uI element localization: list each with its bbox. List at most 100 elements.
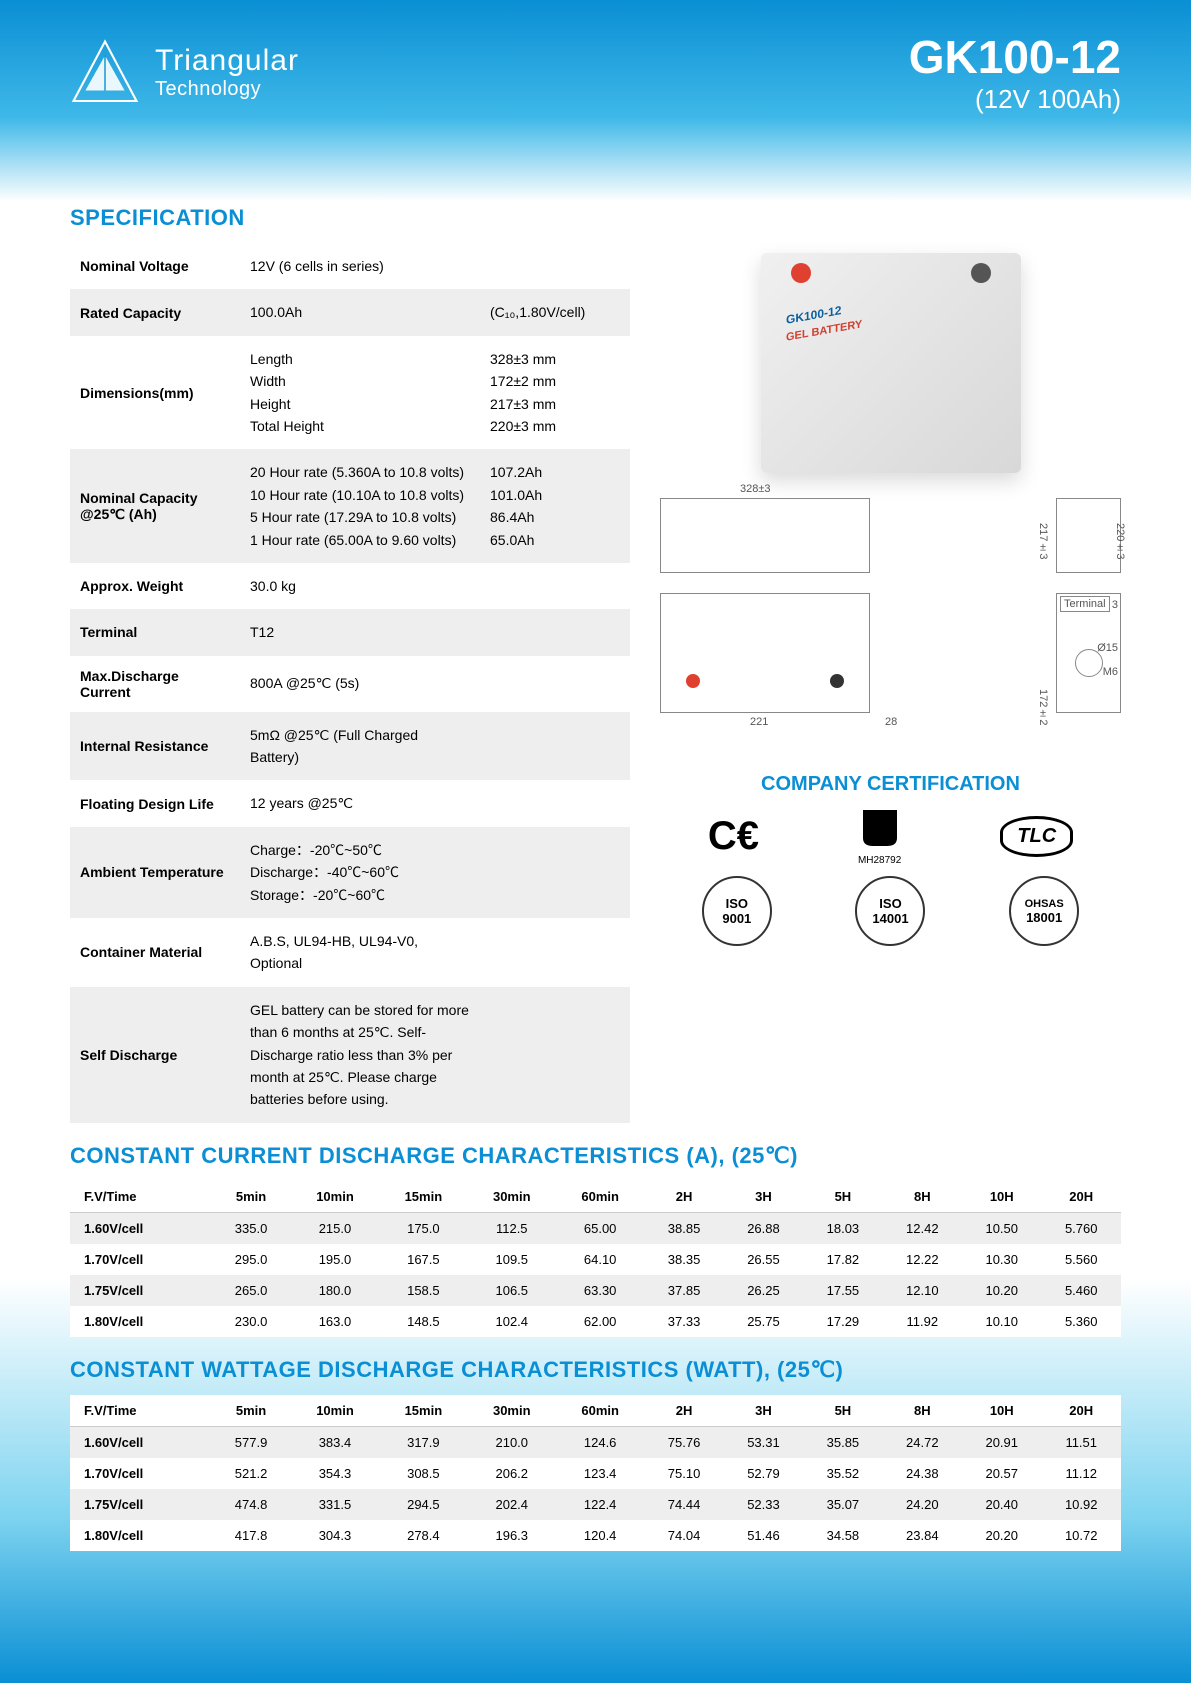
table-cell: 26.88 [724,1212,803,1244]
table-row: 1.60V/cell335.0215.0175.0112.565.0038.85… [70,1212,1121,1244]
table-header: F.V/Time [70,1395,211,1427]
spec-row: Ambient TemperatureCharge：-20℃~50℃ Disch… [70,827,630,918]
table-cell: 38.85 [644,1212,723,1244]
table-cell: 278.4 [379,1520,467,1551]
iso14001-badge: ISO 14001 [855,876,925,946]
brand-subtitle: Technology [155,78,299,101]
ul-number: MH28792 [855,855,905,866]
table-row: 1.60V/cell577.9383.4317.9210.0124.675.76… [70,1426,1121,1458]
spec-label: Nominal Capacity @25℃ (Ah) [70,449,240,563]
spec-value: 20 Hour rate (5.360A to 10.8 volts) 10 H… [240,449,480,563]
table-row: 1.75V/cell265.0180.0158.5106.563.3037.85… [70,1275,1121,1306]
table-header: 60min [556,1395,644,1427]
table-cell: 354.3 [291,1458,379,1489]
terminal-positive-icon [686,674,700,688]
table-cell: 10.20 [962,1275,1041,1306]
table-header: 10min [291,1181,379,1213]
spec-row: Internal Resistance5mΩ @25℃ (Full Charge… [70,712,630,781]
tlc-mark: TLC [1000,816,1073,857]
table-cell: 20.20 [962,1520,1041,1551]
constant-current-table: F.V/Time5min10min15min30min60min2H3H5H8H… [70,1181,1121,1337]
table-cell: 304.3 [291,1520,379,1551]
brand-block: Triangular Technology [70,38,299,108]
spec-label: Approx. Weight [70,563,240,609]
table-cell: 20.91 [962,1426,1041,1458]
spec-value2 [480,827,630,918]
table-cell: 210.0 [468,1426,556,1458]
table-cell: 196.3 [468,1520,556,1551]
model-block: GK100-12 (12V 100Ah) [909,30,1121,115]
model-number: GK100-12 [909,30,1121,84]
table-cell: 75.76 [644,1426,723,1458]
table-cell: 37.85 [644,1275,723,1306]
table-cell: 35.85 [803,1426,882,1458]
table-cell: 112.5 [468,1212,556,1244]
table-header: F.V/Time [70,1181,211,1213]
spec-label: Self Discharge [70,987,240,1123]
table-cell: 122.4 [556,1489,644,1520]
table-header: 2H [644,1181,723,1213]
spec-label: Dimensions(mm) [70,336,240,450]
table-cell: 52.33 [724,1489,803,1520]
spec-label: Floating Design Life [70,780,240,826]
table-cell: 195.0 [291,1244,379,1275]
iso9001-badge: ISO 9001 [702,876,772,946]
table-cell: 577.9 [211,1426,290,1458]
table-cell: 10.50 [962,1212,1041,1244]
table-cell: 74.44 [644,1489,723,1520]
ul-icon [855,806,905,850]
brand-name: Triangular [155,44,299,78]
table-cell: 265.0 [211,1275,290,1306]
table-cell: 51.46 [724,1520,803,1551]
dim-220: 220±3 [1114,523,1126,559]
table-cell: 10.72 [1041,1520,1121,1551]
table-cell: 5.360 [1041,1306,1121,1337]
table-cell: 5.560 [1041,1244,1121,1275]
table-cell: 26.25 [724,1275,803,1306]
table-cell: 64.10 [556,1244,644,1275]
table-cell: 10.30 [962,1244,1041,1275]
spec-label: Nominal Voltage [70,243,240,289]
table-cell: 180.0 [291,1275,379,1306]
spec-row: TerminalT12 [70,609,630,655]
table-cell: 417.8 [211,1520,290,1551]
table-cell: 38.35 [644,1244,723,1275]
table-cell: 52.79 [724,1458,803,1489]
table-header: 30min [468,1395,556,1427]
table-row: 1.75V/cell474.8331.5294.5202.4122.474.44… [70,1489,1121,1520]
dimension-diagram: 328±3 217±3 220±3 Terminal 3 Ø15 M6 172±… [660,493,1121,753]
table-cell: 63.30 [556,1275,644,1306]
table-cell: 12.22 [883,1244,962,1275]
dim-15: Ø15 [1097,642,1118,654]
spec-row: Self DischargeGEL battery can be stored … [70,987,630,1123]
table-cell: 20.57 [962,1458,1041,1489]
terminal-label: Terminal [1060,596,1110,612]
ce-mark-icon: C€ [708,814,759,859]
spec-value: 100.0Ah [240,289,480,335]
spec-value: T12 [240,609,480,655]
ul-mark: MH28792 [855,806,905,866]
table-cell: 175.0 [379,1212,467,1244]
spec-value: 12V (6 cells in series) [240,243,480,289]
table-cell: 5.460 [1041,1275,1121,1306]
table-header: 3H [724,1395,803,1427]
table-cell: 34.58 [803,1520,882,1551]
table-cell: 20.40 [962,1489,1041,1520]
table-cell: 24.20 [883,1489,962,1520]
table-cell: 106.5 [468,1275,556,1306]
spec-value2 [480,780,630,826]
dim-28: 28 [885,716,897,728]
spec-value: Length Width Height Total Height [240,336,480,450]
spec-value2: 107.2Ah 101.0Ah 86.4Ah 65.0Ah [480,449,630,563]
table-header: 10H [962,1181,1041,1213]
table-cell: 109.5 [468,1244,556,1275]
table-header: 20H [1041,1395,1121,1427]
table-cell: 1.60V/cell [70,1212,211,1244]
table-cell: 158.5 [379,1275,467,1306]
spec-value2 [480,656,630,712]
table-cell: 17.55 [803,1275,882,1306]
spec-row: Floating Design Life12 years @25℃ [70,780,630,826]
table-cell: 35.07 [803,1489,882,1520]
spec-value2: (C₁₀,1.80V/cell) [480,289,630,335]
table-cell: 12.42 [883,1212,962,1244]
